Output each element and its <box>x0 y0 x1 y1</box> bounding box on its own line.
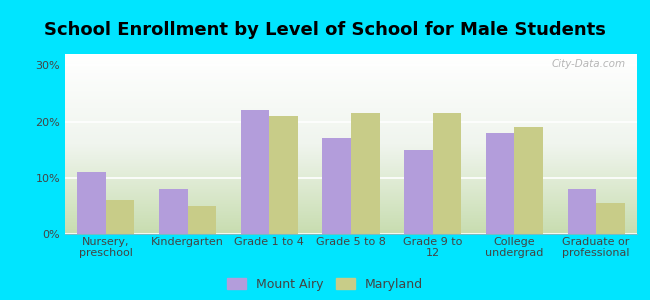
Bar <box>404 150 433 234</box>
Bar <box>514 127 543 234</box>
Bar <box>159 189 188 234</box>
Bar <box>567 189 596 234</box>
Bar <box>106 200 135 234</box>
Bar <box>433 113 462 234</box>
Text: City-Data.com: City-Data.com <box>551 59 625 69</box>
Bar <box>351 113 380 234</box>
Bar <box>486 133 514 234</box>
Bar <box>269 116 298 234</box>
Bar <box>322 138 351 234</box>
Bar <box>240 110 269 234</box>
Bar <box>596 203 625 234</box>
Text: School Enrollment by Level of School for Male Students: School Enrollment by Level of School for… <box>44 21 606 39</box>
Legend: Mount Airy, Maryland: Mount Airy, Maryland <box>227 278 422 291</box>
Bar <box>77 172 106 234</box>
Bar <box>188 206 216 234</box>
